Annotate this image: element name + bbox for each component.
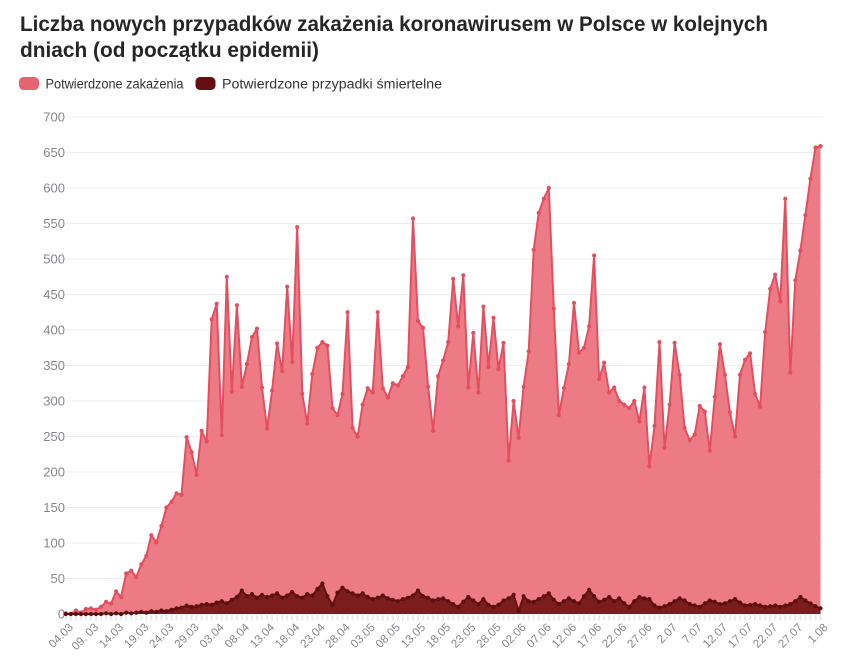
svg-text:400: 400 [43, 323, 65, 338]
svg-text:dniach (od początku epidemii): dniach (od początku epidemii) [20, 38, 319, 62]
svg-text:500: 500 [43, 252, 65, 267]
svg-text:100: 100 [43, 536, 65, 551]
svg-text:200: 200 [43, 465, 65, 480]
svg-text:50: 50 [51, 571, 65, 586]
svg-text:700: 700 [43, 110, 65, 125]
svg-text:Potwierdzone zakażenia: Potwierdzone zakażenia [46, 77, 184, 93]
svg-text:600: 600 [43, 181, 65, 196]
svg-text:650: 650 [43, 145, 65, 160]
svg-text:150: 150 [43, 500, 65, 515]
svg-text:Potwierdzone przypadki śmierte: Potwierdzone przypadki śmiertelne [222, 77, 442, 93]
svg-text:350: 350 [43, 358, 65, 373]
svg-text:300: 300 [43, 394, 65, 409]
svg-text:0: 0 [58, 607, 65, 622]
svg-text:250: 250 [43, 429, 65, 444]
svg-text:Liczba nowych przypadków zakaż: Liczba nowych przypadków zakażenia koron… [20, 12, 768, 36]
svg-text:550: 550 [43, 216, 65, 231]
svg-text:450: 450 [43, 287, 65, 302]
